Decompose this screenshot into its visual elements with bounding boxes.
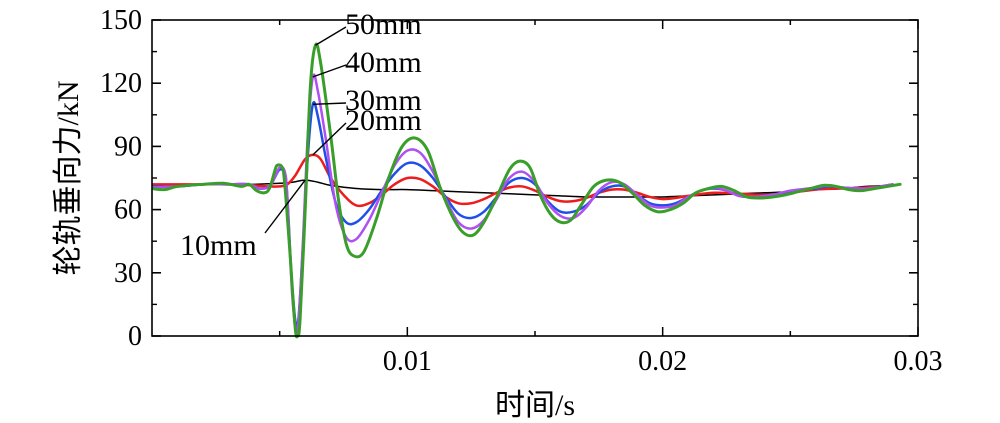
y-tick-label: 120 (100, 68, 142, 99)
series-layer (152, 42, 902, 339)
annotation-leader-10mm (264, 179, 306, 234)
x-tick-label: 0.01 (383, 346, 432, 377)
series-line-30mm (152, 100, 894, 328)
x-tick-label: 0.03 (894, 346, 943, 377)
annotation-label-20mm: 20mm (345, 104, 422, 137)
y-tick-label: 0 (128, 321, 142, 352)
y-axis-label: 轮轨垂向力/kN (52, 81, 85, 276)
annotation-label-10mm: 10mm (180, 229, 257, 262)
y-tick-label: 150 (100, 5, 142, 36)
annotation-label-30mm: 30mm (345, 84, 422, 117)
annotation-label-40mm: 40mm (345, 46, 422, 79)
series-line-50mm (152, 42, 902, 339)
annotation-leader-40mm (312, 64, 347, 78)
annotation-leader-20mm (312, 122, 347, 156)
y-tick-label: 90 (114, 131, 142, 162)
x-axis-label: 时间/s (495, 389, 575, 422)
annotation-label-50mm: 50mm (345, 8, 422, 41)
annotation-leader-50mm (315, 26, 347, 46)
y-tick-label: 30 (114, 258, 142, 289)
axes: 0 30 60 90 120 150 0.01 0.02 0.03 时间/s 轮轨垂向力/kN (52, 5, 943, 422)
y-tick-label: 60 (114, 195, 142, 226)
annotation-leader-30mm (312, 102, 347, 105)
series-line-40mm (152, 73, 894, 333)
x-tick-label: 0.02 (638, 346, 687, 377)
